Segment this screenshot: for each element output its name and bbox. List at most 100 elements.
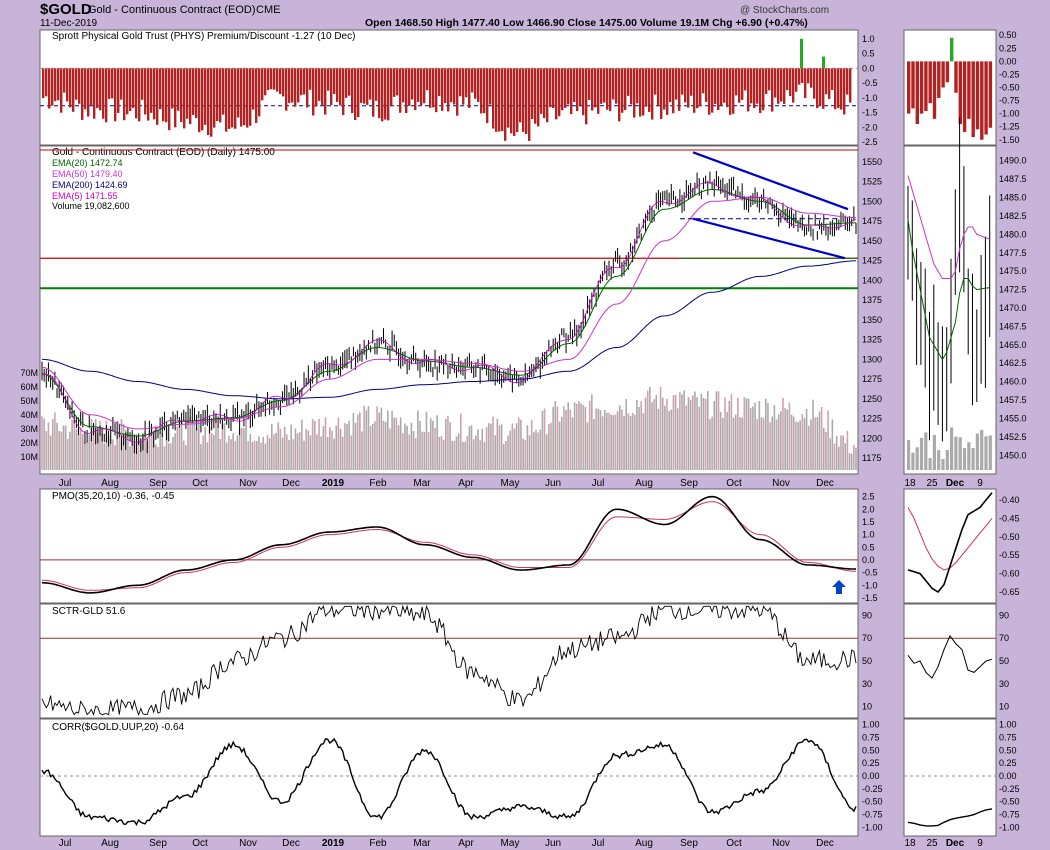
volume-tick-label: 10M [20,452,38,462]
volume-bar [477,429,479,470]
volume-bar [548,423,550,470]
volume-bar [167,443,170,470]
volume-bar [749,408,752,470]
price-title: Gold - Continuous Contract (EOD) (Daily)… [52,147,275,158]
phys-bar [162,68,165,122]
phys-bar [747,68,750,112]
corr-tick-label: 0.75 [862,732,880,742]
volume-bar [797,422,799,470]
phys-bar [381,68,384,122]
volume-bar [86,441,88,470]
phys-bar [663,68,666,110]
volume-bar [833,443,836,470]
price-tick-label: 1400 [862,275,882,285]
volume-bar [492,416,494,470]
volume-bar [818,411,821,470]
volume-bar [679,391,681,470]
volume-bar [425,411,428,470]
volume-bar [193,423,196,470]
volume-bar [689,400,692,470]
volume-bar [801,414,804,470]
volume-bar [850,453,853,470]
zoom-volume-bar [928,458,932,470]
phys-bar [156,68,159,125]
volume-bar [286,434,288,470]
volume-bar [79,427,82,470]
phys-bar [438,68,441,97]
volume-bar [195,428,198,470]
volume-bar [855,447,857,470]
volume-bar [84,442,86,470]
zoom-corr-line [907,808,993,827]
volume-bar [43,418,45,470]
volume-bar [318,418,320,470]
phys-bar [207,68,210,136]
phys-bar [552,68,555,108]
zoom-volume-bar [924,432,928,470]
volume-tick-label: 30M [20,424,38,434]
phys-bar [150,68,153,113]
pmo-zoom-tick-label: -0.50 [999,532,1020,542]
price-zoom-tick-label: 1477.5 [999,248,1027,258]
volume-bar [230,439,232,470]
x-axis-label: Feb [369,478,387,489]
volume-bar [601,416,604,470]
volume-bar [483,442,486,470]
phys-bar [204,68,207,125]
phys-bar [180,68,183,123]
phys-bar [393,68,396,97]
pmo-zoom-tick-label: -0.60 [999,569,1020,579]
phys-bar [120,68,123,100]
phys-bar [360,68,363,103]
zoom-pmo-line [907,492,993,594]
phys-bar [561,68,564,111]
chart-description: Gold - Continuous Contract (EOD) [88,4,256,16]
pmo-zoom-panel [903,488,997,604]
volume-bar [507,435,509,470]
pmo-tick-label: -1.0 [862,580,878,590]
zoom-ema50-line [907,175,990,279]
phys-bar [642,68,645,116]
volume-bar [752,406,754,470]
volume-bar [472,439,475,470]
volume-bar [436,415,438,470]
phys-bar [165,68,168,123]
phys-bar [189,68,192,125]
volume-bar [535,429,537,470]
phys-bar [735,68,738,96]
volume-bar [756,419,759,470]
corr-zoom-tick-label: -0.50 [999,797,1020,807]
phys-bar [807,68,810,84]
volume-bar [556,406,559,470]
volume-bar [414,438,417,470]
volume-bar [668,411,670,470]
volume-bar [255,440,258,470]
sctr-tick-label: 50 [862,656,872,666]
phys-bar [579,68,582,106]
phys-bar [474,68,477,99]
corr-zoom-tick-label: 0.25 [999,758,1017,768]
volume-bar [732,417,735,470]
phys-bar [213,68,216,128]
volume-bar [820,407,823,470]
phys-bar [546,68,549,123]
phys-bar [420,68,423,106]
phys-bar [600,68,603,104]
volume-bar [107,436,110,470]
phys-zoom-bar [932,61,937,119]
volume-bar [520,419,522,470]
volume-bar [649,386,651,470]
phys-bar [486,68,489,124]
phys-bar [267,68,270,91]
volume-bar [810,419,812,470]
phys-bar [195,68,198,119]
pmo-tick-label: -1.5 [862,593,878,603]
phys-bar [771,68,774,112]
phys-bar [255,68,258,123]
volume-bar [228,435,230,470]
phys-bar [528,68,531,141]
volume-bar [124,429,127,470]
volume-bar [775,419,778,470]
price-zoom-tick-label: 1475.0 [999,266,1027,276]
phys-bar [591,68,594,111]
